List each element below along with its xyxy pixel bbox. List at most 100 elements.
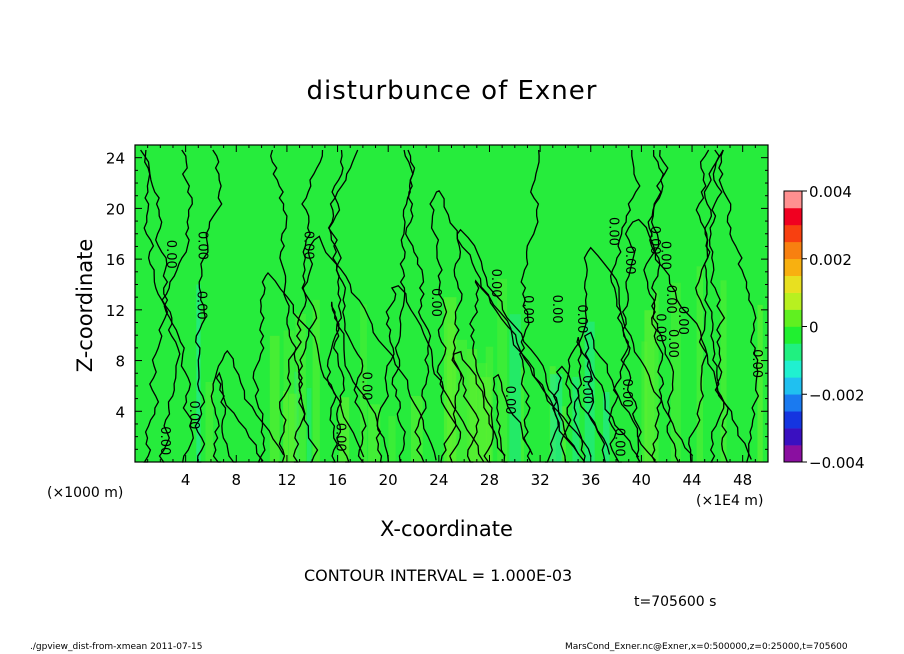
x-tick-label: 28	[480, 471, 499, 489]
contour-line	[573, 337, 640, 463]
positive-anomaly-streak	[561, 406, 566, 462]
contour-label: 0.00	[520, 295, 535, 324]
contour-line	[583, 331, 657, 463]
contour-line	[327, 149, 367, 463]
positive-anomaly-streak	[205, 382, 214, 462]
positive-anomaly-streak	[339, 397, 350, 462]
contour-line	[210, 349, 285, 463]
negative-anomaly-streak	[572, 376, 580, 462]
negative-anomaly-streak	[603, 392, 610, 462]
negative-anomaly-streak	[294, 371, 299, 462]
colorbar-segment	[784, 394, 802, 412]
colorbar-segment	[784, 377, 802, 395]
colorbar-segment	[784, 360, 802, 378]
contour-label: 0.00	[333, 423, 348, 452]
contour-label: 0.00	[658, 241, 673, 270]
positive-anomaly-streak	[269, 335, 280, 462]
colorbar-tick-label: −0.004	[809, 454, 865, 472]
positive-anomaly-streak	[644, 310, 655, 462]
colorbar-segment	[784, 275, 802, 293]
positive-anomaly-streak	[312, 299, 320, 462]
contour-line	[695, 149, 725, 463]
contour-interval-label: CONTOUR INTERVAL = 1.000E-03	[304, 566, 573, 585]
negative-anomaly-streak	[584, 321, 595, 462]
colorbar-segment	[784, 241, 802, 260]
contour-line	[643, 149, 680, 463]
contour-line	[688, 149, 720, 463]
time-label: t=705600 s	[634, 594, 717, 610]
y-tick-label: 12	[106, 302, 125, 320]
contour-line	[451, 350, 506, 463]
colorbar-segment	[784, 191, 802, 209]
positive-anomaly-streak	[360, 304, 367, 462]
contour-label: 0.00	[163, 240, 178, 269]
contour-label: 0.00	[663, 285, 678, 314]
colorbar-segment	[784, 428, 802, 446]
colorbar-segment	[784, 411, 802, 429]
positive-anomaly-streak	[696, 266, 703, 462]
positive-anomaly-streak	[388, 416, 396, 462]
contour-label: 0.00	[605, 217, 620, 246]
positive-anomaly-streak	[283, 391, 289, 462]
colorbar-segment	[784, 343, 802, 361]
contour-label: 0.00	[195, 231, 210, 260]
y-tick-label: 8	[115, 353, 125, 371]
negative-anomaly-streak	[509, 314, 521, 462]
colorbar-segment	[784, 292, 802, 310]
contour-label: 0.00	[622, 246, 637, 275]
positive-anomaly-streak	[447, 323, 456, 462]
contour-line	[405, 149, 432, 463]
contour-line	[718, 149, 760, 463]
contour-line	[708, 149, 730, 463]
footer-source-label: MarsCond_Exner.nc@Exner,x=0:500000,z=0:2…	[565, 642, 848, 652]
y-tick-label: 24	[106, 150, 125, 168]
positive-anomaly-streak	[520, 367, 524, 462]
x-tick-label: 44	[682, 471, 701, 489]
contour-label: 0.00	[157, 426, 172, 455]
x-tick-label: 36	[581, 471, 600, 489]
contour-label: 0.00	[194, 291, 209, 320]
contour-label: 0.00	[675, 306, 690, 335]
contour-line	[270, 149, 319, 463]
x-axis-label: X-coordinate	[380, 517, 513, 541]
contour-line	[469, 279, 592, 463]
contour-line	[519, 149, 540, 463]
x-tick-label: 4	[181, 471, 191, 489]
contour-line	[143, 149, 169, 463]
positive-anomaly-streak	[641, 341, 648, 462]
positive-anomaly-streak	[368, 404, 381, 462]
x-unit-left-label: (×1000 m)	[47, 485, 123, 501]
colorbar-segment	[784, 258, 802, 276]
x-tick-label: 40	[632, 471, 651, 489]
contour-line	[375, 285, 485, 463]
contour-label: 0.00	[665, 329, 680, 358]
contour-label: 0.00	[579, 375, 594, 404]
contour-label: 0.00	[488, 269, 503, 298]
colorbar-segment	[784, 309, 802, 327]
positive-anomaly-streak	[653, 290, 659, 462]
colorbar-tick-label: 0.004	[809, 183, 852, 201]
colorbar-tick-label: 0	[809, 319, 819, 337]
colorbar-segment	[784, 326, 802, 344]
contour-label: 0.00	[749, 349, 764, 378]
positive-anomaly-streak	[478, 377, 492, 462]
colorbar-tick-label: 0.002	[809, 251, 852, 269]
colorbar-tick-label: −0.002	[809, 386, 865, 404]
contour-line	[559, 246, 694, 463]
contour-label: 0.00	[619, 379, 634, 408]
contour-line	[440, 228, 586, 463]
y-tick-label: 4	[115, 403, 125, 421]
contour-label: 0.00	[549, 295, 564, 324]
colorbar-segment	[784, 207, 802, 226]
contour-label: 0.00	[647, 226, 662, 255]
x-tick-label: 24	[429, 471, 448, 489]
contour-label: 0.00	[574, 304, 589, 333]
contour-line	[215, 371, 264, 463]
colorbar-segment	[784, 224, 802, 243]
footer-command-label: ./gpview_dist-from-xmean 2011-07-15	[30, 642, 203, 652]
contour-line	[429, 189, 580, 463]
x-tick-label: 48	[733, 471, 752, 489]
negative-anomaly-streak	[307, 388, 312, 462]
positive-anomaly-streak	[454, 339, 467, 462]
